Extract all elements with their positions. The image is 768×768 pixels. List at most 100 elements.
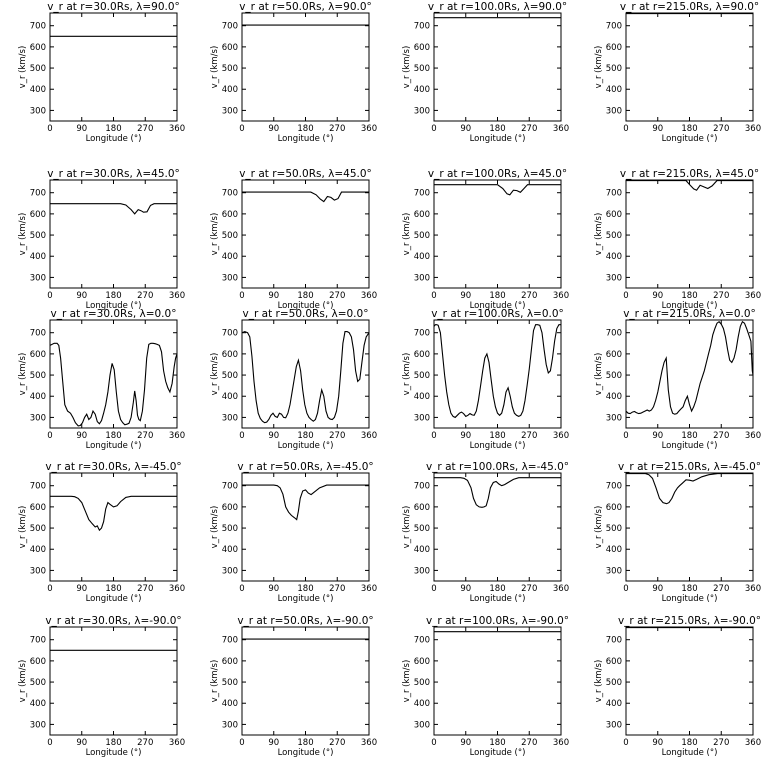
panel-r1-c2: v_r at r=50.0Rs, λ=90.0° 0 90 180 270 360 300 4…: [210, 1, 377, 144]
x-tick-label: 360: [361, 431, 377, 441]
y-axis-label: v_r (km/s): [18, 506, 28, 549]
x-tick-label: 90: [460, 291, 471, 301]
x-tick-label: 360: [745, 124, 761, 134]
x-tick-label: 270: [521, 584, 537, 594]
y-tick-label: 700: [30, 636, 46, 646]
panel-r4-c1: v_r at r=30.0Rs, λ=-45.0° 0 90 180 270 360 300…: [18, 461, 185, 604]
x-tick-label: 90: [76, 124, 87, 134]
y-tick-label: 700: [222, 482, 238, 492]
y-tick-label: 400: [414, 85, 430, 95]
y-tick-label: 400: [222, 545, 238, 555]
panel-r2-c1: v_r at r=30.0Rs, λ=45.0° 0 90 180 270 360 300 4…: [18, 168, 185, 311]
panel-r2-c4: v_r at r=215.0Rs, λ=45.0° 0 90 180 270 360 300…: [594, 168, 761, 311]
x-tick-label: 90: [652, 124, 663, 134]
x-axis-label: Longitude (°): [86, 134, 142, 144]
x-tick-label: 270: [713, 291, 729, 301]
x-tick-label: 360: [553, 584, 569, 594]
panel-title: v_r at r=100.0Rs, λ=-45.0°: [426, 461, 569, 473]
x-tick-label: 90: [76, 738, 87, 748]
x-tick-label: 270: [137, 124, 153, 134]
x-tick-label: 180: [489, 431, 505, 441]
x-tick-label: 90: [652, 738, 663, 748]
x-tick-label: 0: [47, 291, 52, 301]
plot-frame: [241, 12, 370, 122]
x-axis-label: Longitude (°): [86, 441, 142, 451]
x-axis-label: Longitude (°): [278, 301, 334, 311]
x-tick-label: 180: [297, 584, 313, 594]
y-tick-label: 400: [30, 699, 46, 709]
panel-r3-c1: v_r at r=30.0Rs, λ=0.0° 0 90 180 270 360 300 40…: [18, 308, 185, 451]
panel-r1-c3: v_r at r=100.0Rs, λ=90.0° 0 90 180 270 360 300…: [402, 1, 569, 144]
panel-title: v_r at r=100.0Rs, λ=45.0°: [428, 168, 567, 180]
y-tick-label: 400: [606, 85, 622, 95]
panel-title: v_r at r=50.0Rs, λ=45.0°: [239, 168, 372, 180]
panel-r4-c4: v_r at r=215.0Rs, λ=-45.0° 0 90 180 270 360 30…: [594, 461, 761, 604]
vr-curve: [49, 342, 178, 427]
panel-title: v_r at r=30.0Rs, λ=45.0°: [47, 168, 180, 180]
x-tick-label: 90: [268, 584, 279, 594]
vr-curve: [433, 324, 561, 419]
x-axis-label: Longitude (°): [662, 441, 718, 451]
y-tick-label: 600: [414, 503, 430, 513]
x-tick-label: 180: [297, 431, 313, 441]
y-axis-label: v_r (km/s): [402, 506, 412, 549]
x-tick-label: 360: [169, 291, 185, 301]
vr-curve: [625, 320, 754, 415]
y-tick-label: 600: [606, 657, 622, 667]
x-tick-label: 270: [521, 431, 537, 441]
y-tick-label: 400: [222, 85, 238, 95]
y-axis-label: v_r (km/s): [210, 46, 220, 89]
y-tick-label: 300: [606, 413, 622, 423]
y-tick-label: 400: [222, 392, 238, 402]
y-tick-label: 600: [30, 43, 46, 53]
x-tick-label: 90: [268, 124, 279, 134]
panel-title: v_r at r=50.0Rs, λ=90.0°: [239, 1, 372, 13]
x-axis-label: Longitude (°): [86, 748, 142, 758]
y-tick-label: 700: [414, 636, 430, 646]
x-tick-label: 270: [713, 584, 729, 594]
y-tick-label: 400: [30, 545, 46, 555]
x-tick-label: 360: [169, 124, 185, 134]
y-tick-label: 300: [414, 720, 430, 730]
x-axis-label: Longitude (°): [470, 301, 526, 311]
y-tick-label: 700: [414, 329, 430, 339]
x-tick-label: 0: [239, 738, 244, 748]
x-tick-label: 0: [239, 291, 244, 301]
y-tick-label: 700: [222, 22, 238, 32]
y-tick-label: 400: [414, 545, 430, 555]
plot-frame: [433, 179, 562, 289]
x-tick-label: 360: [169, 738, 185, 748]
x-tick-label: 360: [361, 124, 377, 134]
x-axis-label: Longitude (°): [470, 134, 526, 144]
x-tick-label: 90: [268, 738, 279, 748]
y-tick-label: 500: [222, 231, 238, 241]
x-tick-label: 90: [652, 584, 663, 594]
vr-curve: [434, 184, 561, 196]
x-axis-label: Longitude (°): [662, 594, 718, 604]
x-tick-label: 90: [460, 738, 471, 748]
x-tick-label: 90: [460, 124, 471, 134]
x-axis-label: Longitude (°): [278, 441, 334, 451]
x-tick-label: 0: [623, 738, 628, 748]
x-tick-label: 360: [361, 584, 377, 594]
x-tick-label: 0: [431, 584, 436, 594]
x-axis-label: Longitude (°): [662, 301, 718, 311]
x-tick-label: 360: [745, 584, 761, 594]
x-tick-label: 180: [105, 124, 121, 134]
x-tick-label: 0: [47, 431, 52, 441]
x-tick-label: 270: [329, 431, 345, 441]
x-tick-label: 270: [137, 738, 153, 748]
x-tick-label: 360: [553, 124, 569, 134]
y-axis-label: v_r (km/s): [210, 353, 220, 396]
y-tick-label: 500: [606, 371, 622, 381]
x-axis-label: Longitude (°): [86, 301, 142, 311]
x-axis-label: Longitude (°): [470, 748, 526, 758]
y-tick-label: 500: [606, 678, 622, 688]
y-axis-label: v_r (km/s): [210, 213, 220, 256]
x-tick-label: 0: [431, 431, 436, 441]
panel-r5-c4: v_r at r=215.0Rs, λ=-90.0° 0 90 180 270 360 30…: [594, 615, 761, 758]
x-tick-label: 180: [681, 584, 697, 594]
x-tick-label: 270: [137, 584, 153, 594]
y-axis-label: v_r (km/s): [402, 46, 412, 89]
panel-r5-c1: v_r at r=30.0Rs, λ=-90.0° 0 90 180 270 360 300…: [18, 615, 185, 758]
